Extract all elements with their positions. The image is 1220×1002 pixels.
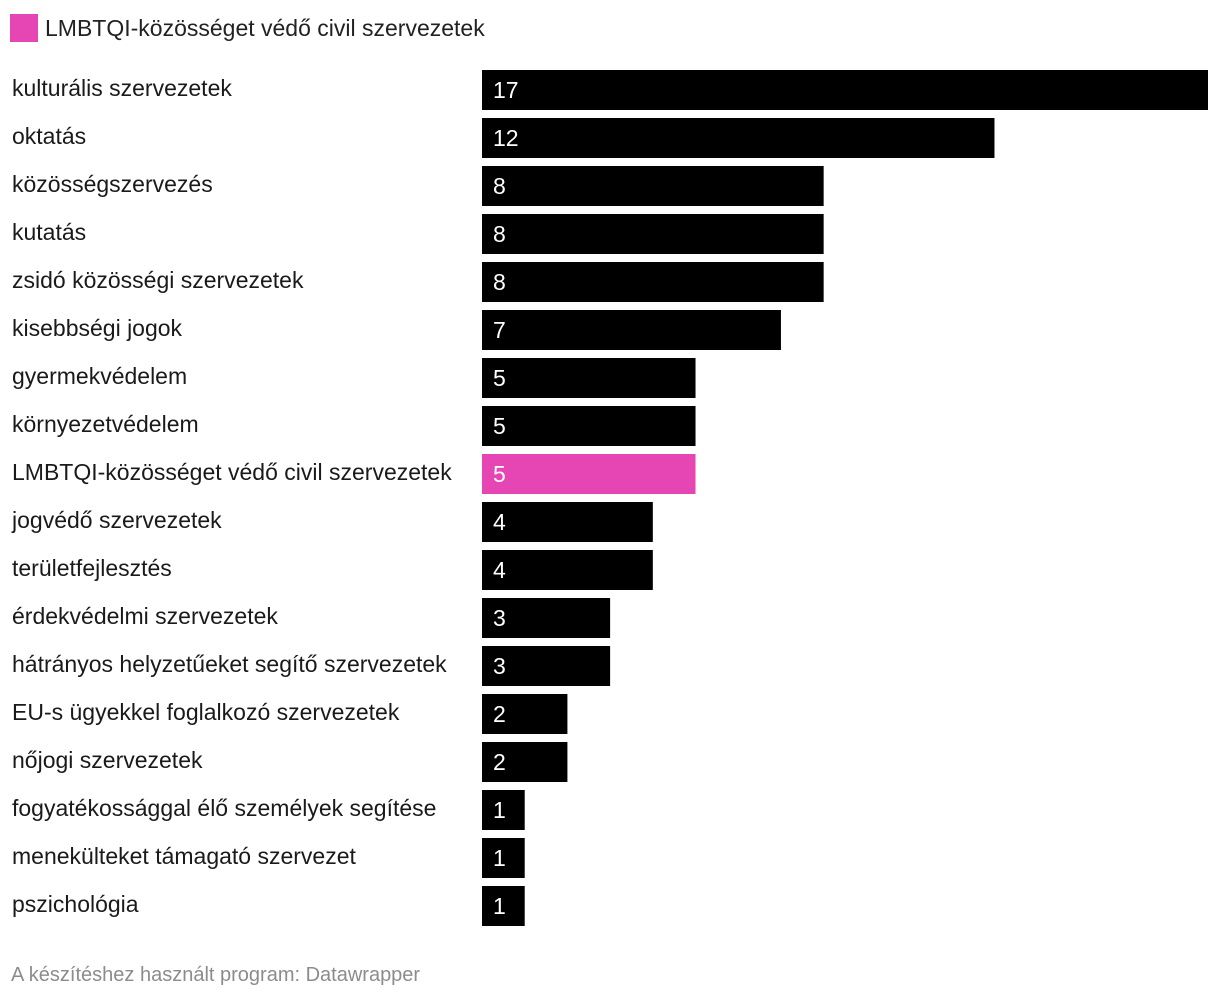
value-label: 5	[493, 461, 506, 487]
value-label: 3	[493, 605, 506, 631]
bar	[482, 166, 824, 206]
bar	[482, 886, 525, 926]
bar	[482, 598, 611, 638]
category-label: hátrányos helyzetűeket segítő szervezete…	[12, 651, 447, 677]
bar-row: hátrányos helyzetűeket segítő szervezete…	[12, 646, 611, 686]
value-label: 2	[493, 701, 506, 727]
value-label: 1	[493, 893, 506, 919]
value-label: 4	[493, 557, 506, 583]
footer-credit: A készítéshez használt program: Datawrap…	[11, 964, 421, 986]
bar	[482, 406, 696, 446]
value-label: 5	[493, 413, 506, 439]
value-label: 5	[493, 365, 506, 391]
bar-row: jogvédő szervezetek 4	[11, 502, 653, 542]
bar-row: területfejlesztés 4	[12, 550, 653, 590]
bar	[482, 118, 995, 158]
category-label: kulturális szervezetek	[12, 75, 232, 101]
category-label: LMBTQI-közösséget védő civil szervezetek	[12, 459, 452, 485]
category-label: pszichológia	[12, 891, 139, 917]
bar-row: kulturális szervezetek 17	[12, 70, 1208, 110]
bar	[482, 838, 525, 878]
category-label: közösségszervezés	[12, 171, 213, 197]
bar	[482, 214, 824, 254]
category-label: jogvédő szervezetek	[11, 507, 222, 533]
value-label: 12	[493, 125, 519, 151]
bar-row: LMBTQI-közösséget védő civil szervezetek…	[12, 454, 696, 494]
value-label: 17	[493, 77, 519, 103]
value-label: 1	[493, 845, 506, 871]
value-label: 2	[493, 749, 506, 775]
bar	[482, 262, 824, 302]
bar-row: oktatás 12	[12, 118, 995, 158]
value-label: 4	[493, 509, 506, 535]
legend-label: LMBTQI-közösséget védő civil szervezetek	[45, 14, 485, 41]
category-label: kisebbségi jogok	[12, 315, 183, 341]
bar	[482, 454, 696, 494]
value-label: 7	[493, 317, 506, 343]
category-label: érdekvédelmi szervezetek	[12, 603, 278, 629]
legend: LMBTQI-közösséget védő civil szervezetek	[10, 14, 485, 42]
category-label: kutatás	[12, 219, 86, 245]
legend-swatch	[10, 14, 38, 42]
bar	[482, 502, 653, 542]
category-label: zsidó közösségi szervezetek	[12, 267, 304, 293]
category-label: fogyatékossággal élő személyek segítése	[12, 795, 436, 821]
bar	[482, 358, 696, 398]
bar-row: menekülteket támagató szervezet 1	[12, 838, 525, 878]
bar	[482, 310, 781, 350]
value-label: 8	[493, 269, 506, 295]
bar-row: gyermekvédelem 5	[12, 358, 696, 398]
bar	[482, 694, 568, 734]
value-label: 8	[493, 221, 506, 247]
bar	[482, 742, 568, 782]
bar	[482, 70, 1208, 110]
value-label: 8	[493, 173, 506, 199]
bar-row: EU-s ügyekkel foglalkozó szervezetek 2	[12, 694, 568, 734]
category-label: oktatás	[12, 123, 86, 149]
category-label: EU-s ügyekkel foglalkozó szervezetek	[12, 699, 400, 725]
category-label: menekülteket támagató szervezet	[12, 843, 357, 869]
bar-row: kisebbségi jogok 7	[12, 310, 781, 350]
bar	[482, 790, 525, 830]
bar-row: pszichológia 1	[12, 886, 525, 926]
category-label: területfejlesztés	[12, 555, 172, 581]
bar-row: érdekvédelmi szervezetek 3	[12, 598, 611, 638]
value-label: 1	[493, 797, 506, 823]
bar-row: környezetvédelem 5	[12, 406, 696, 446]
value-label: 3	[493, 653, 506, 679]
bar	[482, 550, 653, 590]
bar-row: kutatás 8	[12, 214, 824, 254]
category-label: gyermekvédelem	[12, 363, 187, 389]
category-label: környezetvédelem	[12, 411, 199, 437]
category-label: nőjogi szervezetek	[12, 747, 203, 773]
bar-row: közösségszervezés 8	[12, 166, 824, 206]
bar-row: zsidó közösségi szervezetek 8	[12, 262, 824, 302]
bar-row: fogyatékossággal élő személyek segítése 1	[12, 790, 525, 830]
bar	[482, 646, 611, 686]
bar-row: nőjogi szervezetek 2	[12, 742, 568, 782]
